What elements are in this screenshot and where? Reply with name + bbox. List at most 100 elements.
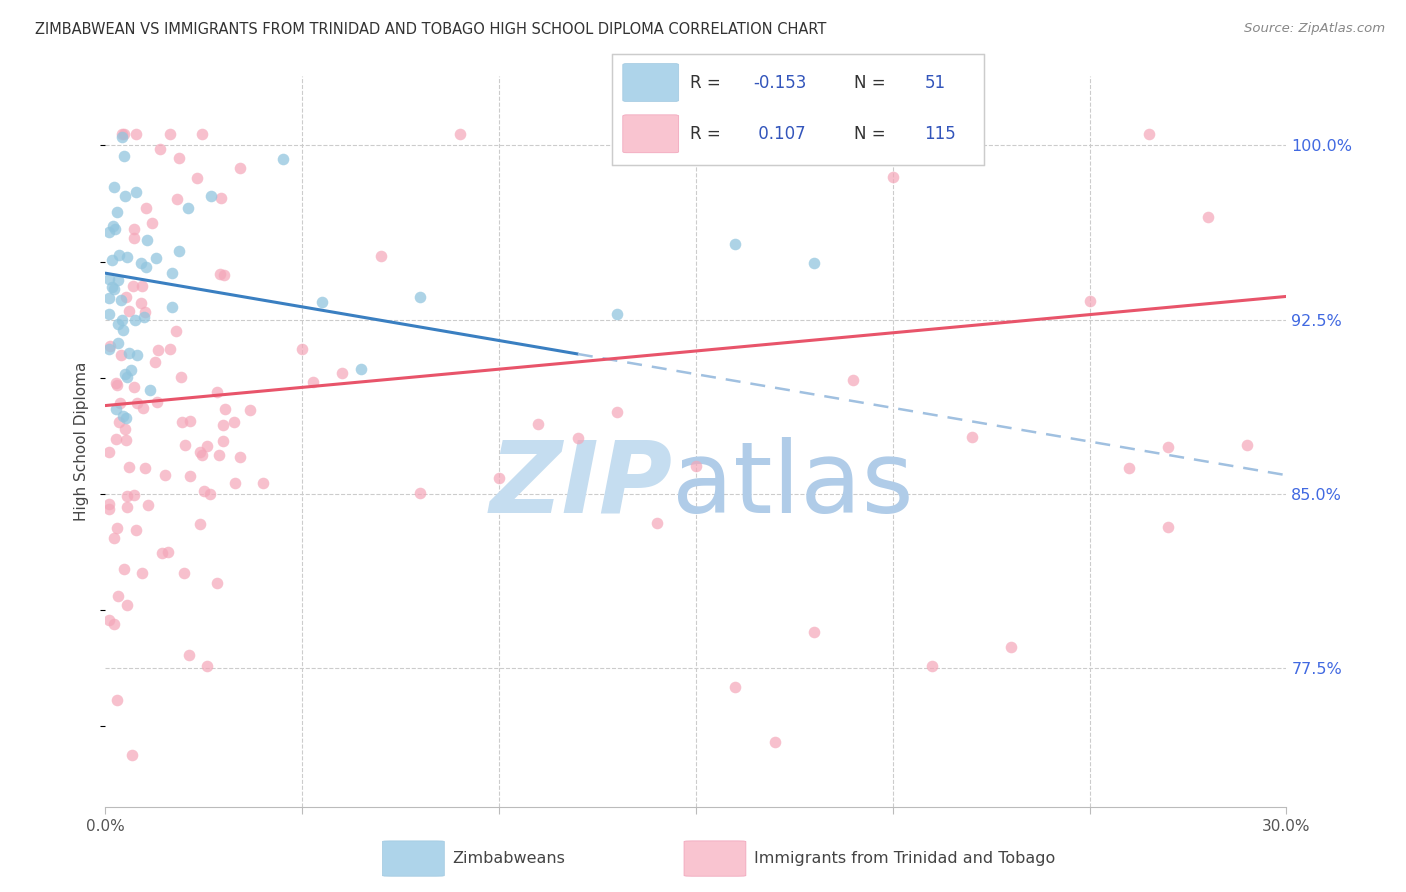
Point	[449, 127, 471, 141]
Point	[112, 323, 135, 337]
Point	[125, 524, 148, 538]
Text: -0.153: -0.153	[754, 73, 807, 92]
Point	[179, 414, 201, 428]
Point	[107, 317, 129, 331]
Point	[115, 290, 138, 304]
Point	[724, 681, 747, 695]
Point	[271, 152, 294, 166]
Point	[145, 355, 167, 369]
Point	[98, 343, 121, 357]
Point	[104, 401, 127, 416]
Point	[212, 268, 235, 282]
Text: ZIP: ZIP	[489, 437, 672, 534]
Point	[842, 373, 865, 387]
Point	[117, 370, 139, 384]
Point	[291, 342, 314, 356]
Point	[167, 244, 190, 259]
Point	[350, 362, 373, 376]
Point	[125, 396, 148, 410]
Point	[114, 433, 136, 447]
Point	[1078, 293, 1101, 308]
Point	[115, 500, 138, 514]
Point	[111, 409, 134, 424]
Point	[115, 598, 138, 612]
Point	[190, 448, 212, 462]
Point	[105, 378, 128, 392]
Point	[98, 339, 121, 353]
Point	[179, 468, 201, 483]
Point	[115, 411, 138, 425]
Point	[409, 485, 432, 500]
Text: 51: 51	[925, 73, 946, 92]
Point	[239, 402, 262, 417]
Point	[98, 292, 121, 306]
Point	[167, 151, 190, 165]
Point	[120, 362, 142, 376]
Point	[107, 204, 129, 219]
Point	[1000, 640, 1022, 654]
Point	[98, 501, 121, 516]
Point	[136, 234, 159, 248]
Point	[107, 589, 129, 603]
Point	[685, 458, 707, 473]
FancyBboxPatch shape	[623, 63, 679, 102]
Point	[1197, 210, 1219, 224]
Point	[118, 304, 141, 318]
Point	[104, 221, 127, 235]
Point	[212, 434, 235, 448]
Point	[205, 384, 228, 399]
Point	[1236, 437, 1258, 451]
Point	[101, 280, 124, 294]
Point	[173, 566, 195, 580]
Point	[960, 430, 983, 444]
Point	[159, 127, 181, 141]
Point	[141, 216, 163, 230]
Point	[103, 179, 125, 194]
Text: Zimbabweans: Zimbabweans	[453, 851, 565, 866]
Point	[179, 648, 201, 662]
Point	[122, 222, 145, 236]
Point	[173, 438, 195, 452]
Point	[177, 201, 200, 215]
Point	[170, 370, 193, 384]
Point	[122, 279, 145, 293]
Point	[103, 282, 125, 296]
Point	[111, 127, 134, 141]
Point	[302, 375, 325, 389]
Point	[107, 273, 129, 287]
Point	[107, 247, 129, 261]
Text: N =: N =	[853, 125, 886, 143]
Point	[139, 383, 162, 397]
Point	[98, 445, 121, 459]
Point	[122, 231, 145, 245]
Point	[107, 335, 129, 350]
Point	[98, 613, 121, 627]
Point	[146, 395, 169, 409]
Point	[121, 747, 143, 762]
FancyBboxPatch shape	[685, 841, 747, 876]
Text: 115: 115	[925, 125, 956, 143]
Point	[229, 450, 252, 464]
Point	[195, 440, 218, 454]
Point	[118, 346, 141, 360]
Point	[153, 467, 176, 482]
Point	[165, 324, 187, 338]
Point	[208, 448, 231, 462]
Point	[409, 290, 432, 304]
Point	[112, 127, 135, 141]
Point	[112, 562, 135, 576]
Point	[98, 308, 121, 322]
Point	[129, 256, 152, 270]
Point	[115, 250, 138, 264]
Point	[149, 142, 172, 156]
Point	[882, 169, 904, 184]
Point	[921, 658, 943, 673]
Point	[160, 266, 183, 280]
Point	[114, 367, 136, 381]
Point	[160, 300, 183, 314]
Point	[150, 546, 173, 560]
Text: atlas: atlas	[672, 437, 914, 534]
Point	[131, 401, 153, 415]
Point	[1137, 127, 1160, 141]
Point	[124, 380, 146, 394]
